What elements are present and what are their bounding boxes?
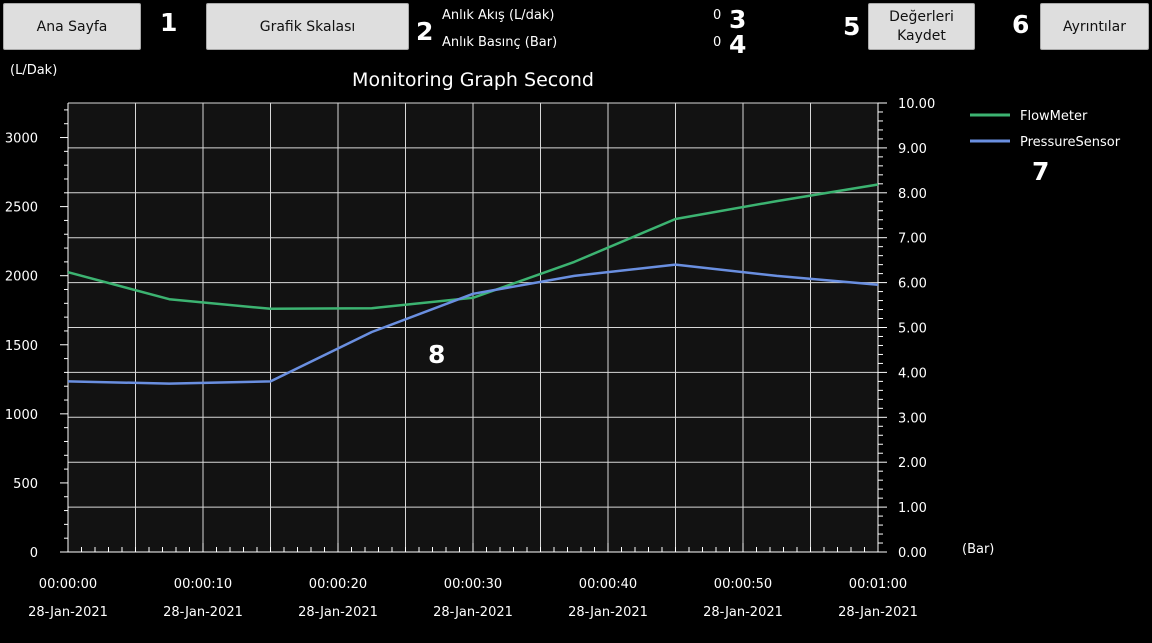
right-axis-tick-label: 6.00: [898, 277, 927, 292]
x-tick-date-label: 28-Jan-2021: [298, 605, 378, 620]
pressure-readout-value: 0: [713, 35, 722, 50]
right-axis-tick-label: 7.00: [898, 232, 927, 247]
x-tick-time-label: 00:00:40: [579, 577, 637, 592]
right-axis-tick-label: 10.00: [898, 97, 935, 112]
flow-readout-label: Anlık Akış (L/dak): [442, 8, 555, 23]
marker-1: 1: [160, 8, 178, 37]
x-tick-time-label: 00:00:00: [39, 577, 97, 592]
left-axis-label: (L/Dak): [10, 63, 57, 78]
save-values-button[interactable]: Değerleri Kaydet: [868, 3, 975, 50]
right-axis-tick-label: 1.00: [898, 501, 927, 516]
graph-scale-button-label: Grafik Skalası: [259, 18, 356, 35]
right-axis-tick-label: 5.00: [898, 322, 927, 337]
graph-scale-button[interactable]: Grafik Skalası: [206, 3, 409, 50]
marker-7: 7: [1032, 157, 1050, 186]
right-axis-tick-label: 8.00: [898, 187, 927, 202]
left-axis-tick-label: 500: [13, 477, 38, 492]
right-axis-tick-label: 9.00: [898, 142, 927, 157]
marker-2: 2: [416, 17, 434, 46]
left-axis-tick-label: 2000: [5, 270, 38, 285]
x-tick-time-label: 00:00:50: [714, 577, 772, 592]
left-axis-tick-label: 0: [30, 546, 38, 561]
right-axis-tick-label: 4.00: [898, 366, 927, 381]
x-tick-time-label: 00:00:30: [444, 577, 502, 592]
marker-5: 5: [843, 12, 861, 41]
marker-3: 3: [729, 5, 747, 34]
details-button-label: Ayrıntılar: [1062, 18, 1127, 35]
legend-label-pressuresensor: PressureSensor: [1020, 135, 1121, 150]
pressure-readout-label: Anlık Basınç (Bar): [442, 35, 558, 50]
right-axis-label: (Bar): [962, 542, 994, 557]
x-tick-date-label: 28-Jan-2021: [838, 605, 918, 620]
left-axis-tick-label: 2500: [5, 201, 38, 216]
marker-8: 8: [428, 340, 446, 369]
x-tick-date-label: 28-Jan-2021: [163, 605, 243, 620]
save-values-label-line1: Değerleri: [889, 8, 954, 25]
left-axis-tick-label: 1500: [5, 339, 38, 354]
marker-4: 4: [729, 30, 747, 59]
x-tick-time-label: 00:00:20: [309, 577, 367, 592]
legend-label-flowmeter: FlowMeter: [1020, 109, 1088, 124]
right-axis-tick-label: 3.00: [898, 411, 927, 426]
x-tick-date-label: 28-Jan-2021: [568, 605, 648, 620]
left-axis-tick-label: 3000: [5, 132, 38, 147]
save-values-label-line2: Kaydet: [897, 27, 946, 44]
right-axis-tick-label: 2.00: [898, 456, 927, 471]
left-axis-tick-label: 1000: [5, 408, 38, 423]
home-button[interactable]: Ana Sayfa: [3, 3, 141, 50]
x-tick-date-label: 28-Jan-2021: [703, 605, 783, 620]
chart-title: Monitoring Graph Second: [352, 69, 594, 91]
x-tick-date-label: 28-Jan-2021: [28, 605, 108, 620]
marker-6: 6: [1012, 10, 1030, 39]
flow-readout-value: 0: [713, 8, 722, 23]
right-axis-tick-label: 0.00: [898, 546, 927, 561]
x-tick-time-label: 00:01:00: [849, 577, 907, 592]
details-button[interactable]: Ayrıntılar: [1040, 3, 1149, 50]
x-tick-date-label: 28-Jan-2021: [433, 605, 513, 620]
x-tick-time-label: 00:00:10: [174, 577, 232, 592]
home-button-label: Ana Sayfa: [36, 18, 108, 35]
